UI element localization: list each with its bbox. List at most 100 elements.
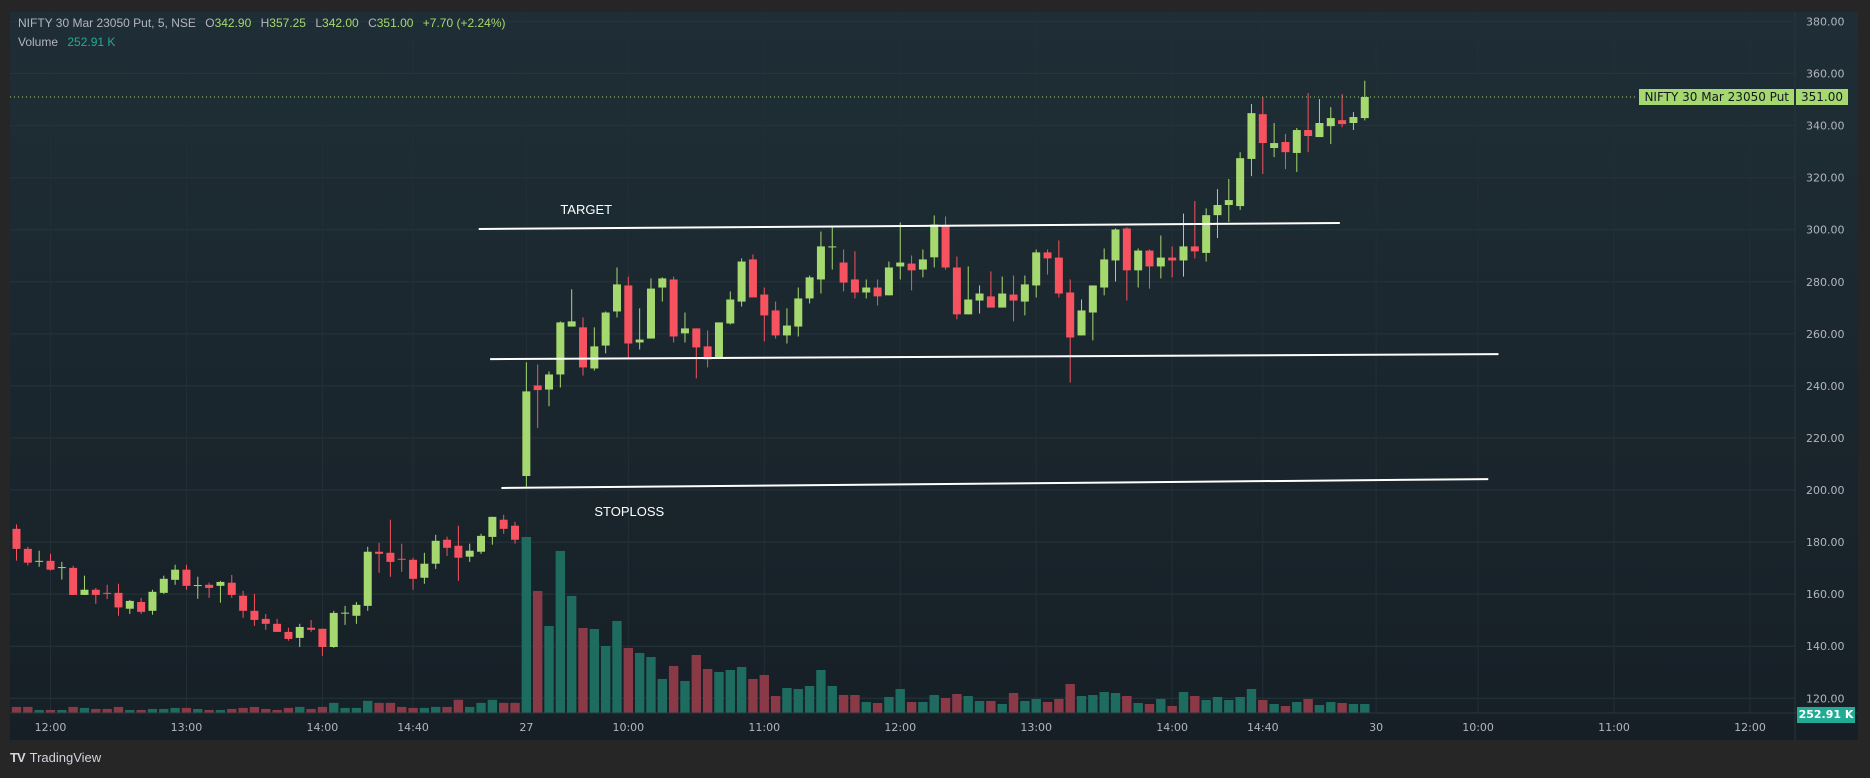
stoploss-text[interactable]: STOPLOSS (594, 504, 664, 519)
candle[interactable] (703, 330, 712, 368)
candle[interactable] (318, 628, 327, 656)
candle[interactable] (579, 317, 587, 376)
candle[interactable] (363, 546, 372, 611)
candle[interactable] (635, 308, 644, 350)
candle[interactable] (646, 278, 655, 339)
candle[interactable] (511, 521, 520, 544)
candle[interactable] (986, 271, 995, 308)
stoploss-line[interactable] (501, 478, 1489, 489)
symbol-title[interactable]: NIFTY 30 Mar 23050 Put, 5, NSE (18, 16, 196, 30)
candle[interactable] (1066, 279, 1075, 383)
candle[interactable] (239, 590, 248, 618)
chart-pane[interactable] (10, 12, 1858, 740)
candle[interactable] (148, 589, 157, 615)
candle[interactable] (1247, 104, 1256, 177)
support-line[interactable] (490, 353, 1499, 361)
candle[interactable] (397, 543, 406, 572)
candle[interactable] (1032, 249, 1041, 298)
candle[interactable] (329, 610, 338, 648)
candle[interactable] (771, 301, 780, 339)
candle[interactable] (1088, 285, 1097, 341)
candle[interactable] (1122, 227, 1131, 301)
candle[interactable] (1077, 299, 1086, 336)
candle[interactable] (714, 322, 723, 359)
candle[interactable] (1009, 275, 1018, 322)
candle[interactable] (1326, 107, 1335, 145)
candle[interactable] (284, 627, 293, 641)
candle[interactable] (159, 575, 168, 594)
candle[interactable] (57, 561, 66, 580)
candle[interactable] (1054, 240, 1063, 298)
candle[interactable] (533, 364, 542, 429)
candle[interactable] (46, 553, 55, 571)
candle[interactable] (420, 552, 429, 584)
candle[interactable] (1213, 189, 1222, 239)
candle[interactable] (930, 215, 939, 268)
candle[interactable] (590, 327, 599, 371)
candle[interactable] (205, 582, 214, 598)
candle[interactable] (1304, 93, 1313, 153)
candle[interactable] (794, 287, 803, 337)
candle[interactable] (782, 308, 791, 344)
candle[interactable] (975, 285, 984, 314)
tradingview-logo-icon[interactable]: TV (10, 750, 26, 765)
candle[interactable] (443, 536, 452, 556)
candle[interactable] (35, 550, 44, 567)
candle[interactable] (760, 287, 769, 342)
candle[interactable] (431, 534, 440, 569)
candle[interactable] (386, 519, 395, 577)
candle[interactable] (499, 514, 508, 534)
candle[interactable] (1202, 208, 1211, 262)
candle[interactable] (1338, 94, 1347, 128)
candle[interactable] (998, 276, 1007, 308)
candle[interactable] (227, 574, 236, 598)
candle[interactable] (828, 225, 837, 270)
candle[interactable] (612, 267, 621, 318)
candle[interactable] (737, 258, 746, 307)
candle[interactable] (12, 524, 21, 561)
candle[interactable] (601, 311, 610, 354)
candle[interactable] (873, 279, 882, 306)
candle[interactable] (816, 231, 825, 294)
candle[interactable] (1134, 248, 1143, 288)
candle[interactable] (1156, 235, 1165, 279)
candle[interactable] (137, 597, 146, 614)
candle[interactable] (477, 533, 486, 554)
candle[interactable] (250, 593, 259, 626)
candle[interactable] (80, 575, 89, 595)
candle[interactable] (1043, 249, 1052, 275)
candle[interactable] (839, 249, 848, 292)
candle[interactable] (182, 564, 191, 590)
candle[interactable] (295, 623, 304, 648)
candle[interactable] (1111, 228, 1120, 282)
candle[interactable] (658, 277, 667, 302)
candle[interactable] (103, 584, 112, 600)
candle[interactable] (1292, 127, 1301, 172)
candle[interactable] (896, 222, 905, 280)
candle[interactable] (907, 255, 916, 291)
candle[interactable] (884, 261, 893, 296)
target-text[interactable]: TARGET (560, 202, 612, 217)
candle[interactable] (624, 276, 633, 360)
candle[interactable] (1020, 275, 1029, 316)
candle[interactable] (261, 613, 270, 630)
candle[interactable] (193, 576, 202, 599)
candle[interactable] (375, 542, 384, 573)
candle[interactable] (1258, 96, 1267, 175)
candle[interactable] (952, 256, 961, 320)
candle[interactable] (1349, 112, 1358, 131)
candle[interactable] (465, 543, 474, 562)
candle[interactable] (522, 362, 531, 489)
candle[interactable] (409, 557, 418, 590)
candle[interactable] (125, 599, 134, 614)
volume-label[interactable]: Volume (18, 35, 59, 49)
candle[interactable] (862, 279, 871, 299)
candle[interactable] (1168, 246, 1177, 278)
candle[interactable] (669, 276, 678, 343)
candle[interactable] (216, 580, 225, 603)
candle[interactable] (114, 583, 123, 616)
candle[interactable] (1315, 99, 1324, 138)
price-axis[interactable]: 120.00 140.00 160.00 180.00 200.00 220.00 240.… (1806, 16, 1845, 706)
candle[interactable] (1224, 178, 1233, 222)
